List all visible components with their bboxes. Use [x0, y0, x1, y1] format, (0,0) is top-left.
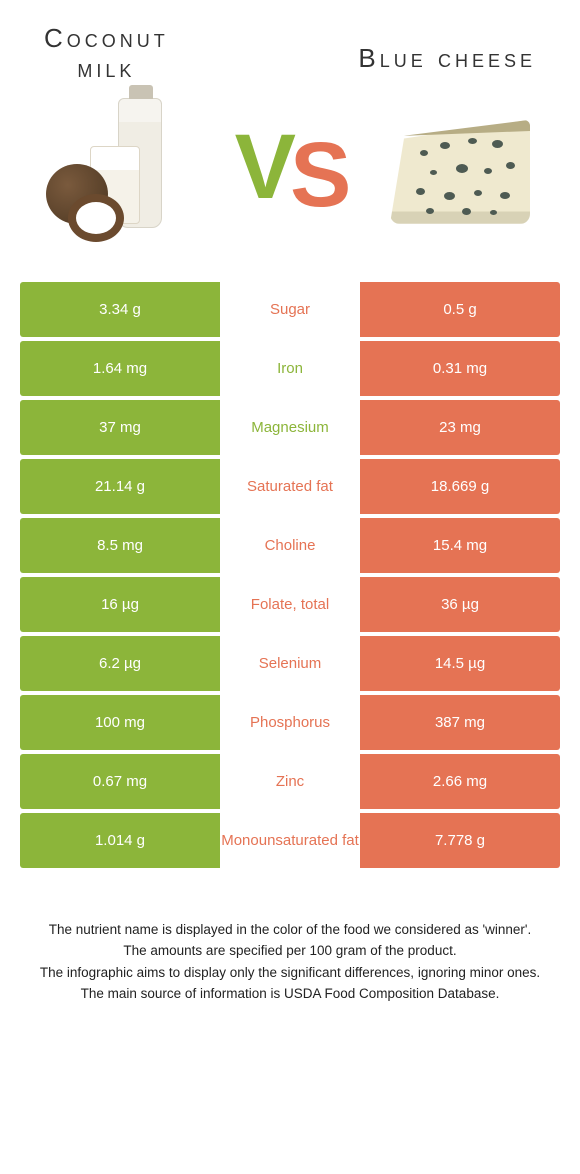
right-value: 18.669 g: [360, 459, 560, 514]
left-value: 21.14 g: [20, 459, 220, 514]
table-row: 21.14 gSaturated fat18.669 g: [20, 459, 560, 514]
left-value: 6.2 µg: [20, 636, 220, 691]
right-value: 0.31 mg: [360, 341, 560, 396]
right-value: 0.5 g: [360, 282, 560, 337]
left-value: 16 µg: [20, 577, 220, 632]
nutrient-table: 3.34 gSugar0.5 g1.64 mgIron0.31 mg37 mgM…: [20, 282, 560, 868]
table-row: 0.67 mgZinc2.66 mg: [20, 754, 560, 809]
right-value: 387 mg: [360, 695, 560, 750]
vs-s: S: [290, 123, 345, 228]
left-value: 100 mg: [20, 695, 220, 750]
left-food-title: Coconut milk: [44, 24, 169, 84]
nutrient-name: Saturated fat: [220, 459, 360, 514]
table-row: 6.2 µgSelenium14.5 µg: [20, 636, 560, 691]
right-value: 2.66 mg: [360, 754, 560, 809]
nutrient-name: Zinc: [220, 754, 360, 809]
right-value: 36 µg: [360, 577, 560, 632]
footer-line: The infographic aims to display only the…: [34, 963, 546, 983]
left-value: 0.67 mg: [20, 754, 220, 809]
nutrient-name: Selenium: [220, 636, 360, 691]
table-row: 16 µgFolate, total36 µg: [20, 577, 560, 632]
left-value: 1.64 mg: [20, 341, 220, 396]
left-value: 8.5 mg: [20, 518, 220, 573]
header: Coconut milk Blue cheese: [0, 0, 580, 92]
right-value: 15.4 mg: [360, 518, 560, 573]
left-value: 1.014 g: [20, 813, 220, 868]
table-row: 37 mgMagnesium23 mg: [20, 400, 560, 455]
vs-v: V: [235, 115, 290, 220]
footer-line: The amounts are specified per 100 gram o…: [34, 941, 546, 961]
footer-line: The nutrient name is displayed in the co…: [34, 920, 546, 940]
blue-cheese-image: [380, 92, 540, 252]
table-row: 1.014 gMonounsaturated fat7.778 g: [20, 813, 560, 868]
nutrient-name: Magnesium: [220, 400, 360, 455]
nutrient-name: Iron: [220, 341, 360, 396]
nutrient-name: Phosphorus: [220, 695, 360, 750]
table-row: 100 mgPhosphorus387 mg: [20, 695, 560, 750]
left-value: 3.34 g: [20, 282, 220, 337]
nutrient-name: Choline: [220, 518, 360, 573]
table-row: 8.5 mgCholine15.4 mg: [20, 518, 560, 573]
nutrient-name: Folate, total: [220, 577, 360, 632]
coconut-milk-image: [40, 92, 200, 252]
right-value: 7.778 g: [360, 813, 560, 868]
left-value: 37 mg: [20, 400, 220, 455]
image-row: VS: [0, 92, 580, 282]
footer-notes: The nutrient name is displayed in the co…: [0, 872, 580, 1004]
right-food-title: Blue cheese: [358, 44, 536, 74]
right-value: 23 mg: [360, 400, 560, 455]
table-row: 3.34 gSugar0.5 g: [20, 282, 560, 337]
nutrient-name: Monounsaturated fat: [220, 813, 360, 868]
right-value: 14.5 µg: [360, 636, 560, 691]
table-row: 1.64 mgIron0.31 mg: [20, 341, 560, 396]
nutrient-name: Sugar: [220, 282, 360, 337]
footer-line: The main source of information is USDA F…: [34, 984, 546, 1004]
vs-label: VS: [235, 119, 346, 224]
